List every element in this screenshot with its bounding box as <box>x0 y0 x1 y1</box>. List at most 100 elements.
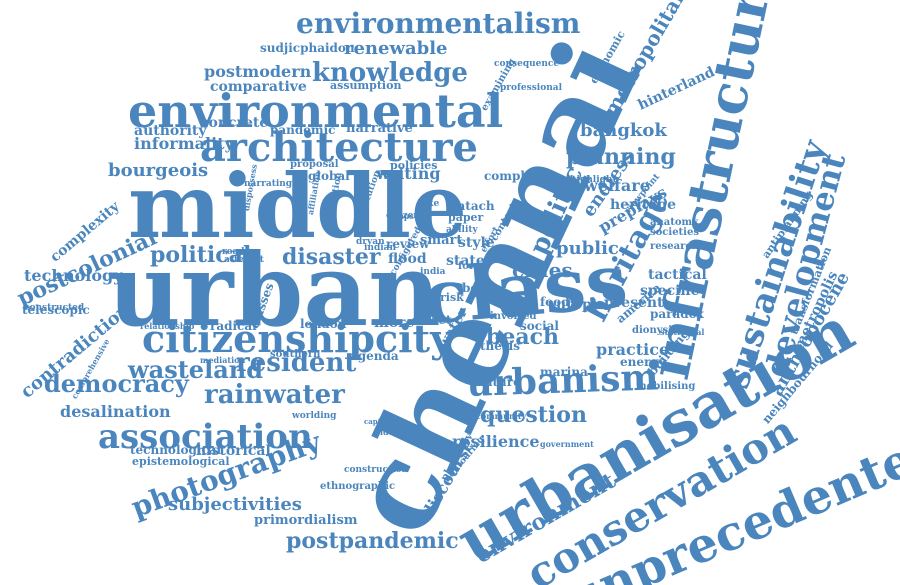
cloud-word-environmental: environmental <box>128 84 504 138</box>
cloud-word-smart: smart <box>420 233 463 248</box>
cloud-word-more: more <box>374 315 415 331</box>
cloud-word-resilience: resilience <box>452 432 540 451</box>
cloud-word-citizenshipcity: citizenshipcity <box>142 316 453 361</box>
cloud-word-architecture: architecture <box>200 124 478 171</box>
cloud-word-heritage: heritage <box>610 197 677 213</box>
cloud-word-urban: urban <box>108 231 441 349</box>
cloud-word-planning: planning <box>566 144 676 170</box>
cloud-word-government: government <box>540 439 594 449</box>
cloud-word-ability: ability <box>446 225 478 235</box>
cloud-word-nature: nature <box>476 375 521 389</box>
cloud-word-utopia: utopia <box>556 297 607 313</box>
cloud-word-comparative: comparative <box>210 79 307 95</box>
cloud-word-agenda: agenda <box>350 349 399 363</box>
cloud-word-indian: indian <box>364 243 397 253</box>
cloud-word-relationship: relationship <box>140 321 195 331</box>
cloud-word-lake: lake <box>418 199 440 209</box>
cloud-word-southern: southern <box>270 349 321 360</box>
cloud-word-statistical: statistical <box>660 327 705 337</box>
cloud-word-renewable: renewable <box>344 38 448 59</box>
cloud-word-subjectivities: subjectivities <box>168 494 302 515</box>
cloud-word-historical: historical <box>196 443 271 459</box>
cloud-word-public: public <box>556 238 619 259</box>
cloud-word-cities: cities <box>512 258 573 282</box>
cloud-word-technology: technology <box>24 266 123 285</box>
cloud-word-knowledge: knowledge <box>312 58 468 88</box>
cloud-word-style: style <box>458 235 495 251</box>
cloud-word-global: global <box>308 169 350 183</box>
cloud-word-intach: intach <box>452 199 495 213</box>
cloud-word-narrating: narrating <box>244 179 293 189</box>
cloud-word-authority: authority <box>134 123 207 139</box>
cloud-word-practice: practice <box>596 340 670 359</box>
cloud-word-telescopic: telescopic <box>22 303 90 317</box>
cloud-word-complex: complex <box>484 169 540 183</box>
cloud-word-risk: risk <box>440 291 464 304</box>
cloud-word-energy: energy <box>620 355 666 369</box>
cloud-word-anatomy: anatomy <box>650 217 698 228</box>
cloud-word-bourgeois: bourgeois <box>108 160 209 181</box>
cloud-word-technological: technological <box>130 443 222 457</box>
cloud-word-mobilising: mobilising <box>636 381 696 392</box>
cloud-word-political: political <box>150 242 252 268</box>
cloud-word-assumption: assumption <box>330 79 402 92</box>
cloud-word-flood: flood <box>388 251 427 267</box>
cloud-word-review: review <box>386 237 430 251</box>
cloud-word-welfare: welfare <box>584 176 650 195</box>
cloud-word-democracy: democracy <box>44 369 189 398</box>
cloud-word-radical: radical <box>210 319 257 333</box>
cloud-word-wasteland: wasteland <box>128 355 263 384</box>
cloud-word-london: london <box>300 317 347 331</box>
cloud-word-postmodern: postmodern <box>204 62 312 81</box>
cloud-word-resident: resident <box>236 348 357 378</box>
cloud-word-question: question <box>480 402 587 428</box>
cloud-word-construction: construction <box>344 465 409 475</box>
cloud-word-informality: informality <box>134 134 234 153</box>
cloud-word-marina: marina <box>540 365 588 379</box>
cloud-word-rainwater: rainwater <box>204 380 345 410</box>
cloud-word-epistemological: epistemological <box>132 455 230 468</box>
cloud-word-pandemic: pandemic <box>270 123 336 137</box>
cloud-word-street: street <box>412 313 452 327</box>
cloud-word-involved: involved <box>490 311 537 322</box>
cloud-word-highlight: highlight <box>570 175 617 185</box>
cloud-word-worlding: worlding <box>292 411 337 421</box>
cloud-word-dionysia: dionysia <box>632 325 679 336</box>
cloud-word-desalination: desalination <box>60 402 171 421</box>
cloud-word-thesis: thesis <box>480 339 520 353</box>
cloud-word-narrative: narrative <box>346 121 413 136</box>
cloud-word-research: research <box>650 241 699 252</box>
cloud-word-reading: reading <box>222 247 261 257</box>
cloud-word-identifies: identifies <box>380 427 422 437</box>
cloud-word-food: food <box>540 295 570 309</box>
cloud-word-tactical: tactical <box>648 267 707 283</box>
cloud-word-form: form <box>458 261 485 272</box>
cloud-word-state: state <box>446 253 485 269</box>
cloud-word-community: community <box>476 411 527 421</box>
cloud-word-paper: paper <box>448 211 484 224</box>
cloud-word-environmentalism: environmentalism <box>296 7 581 40</box>
cloud-word-attempt: attempt <box>224 255 264 265</box>
cloud-word-societies: societies <box>650 227 699 238</box>
cloud-word-book: book <box>462 281 495 295</box>
cloud-word-social: social <box>520 319 559 333</box>
cloud-word-middle: middle <box>128 154 468 258</box>
cloud-word-beach: beach <box>486 324 560 350</box>
cloud-word-capitalist: capitalist <box>364 417 401 426</box>
cloud-word-association: association <box>98 417 313 457</box>
cloud-word-constructed: constructed <box>24 303 85 313</box>
cloud-word-bangkok: bangkok <box>580 120 667 141</box>
cloud-word-sudjicphaidon: sudjicphaidon <box>260 41 355 55</box>
cloud-word-professional: professional <box>500 83 562 93</box>
cloud-word-india: india <box>420 267 446 277</box>
cloud-word-upscale: upscale <box>398 211 433 221</box>
cloud-word-writing: writing <box>376 164 441 183</box>
cloud-word-specific: specific <box>640 283 700 299</box>
cloud-word-concrete: concrete <box>200 115 269 131</box>
cloud-word-paradox: paradox <box>650 307 704 321</box>
cloud-word-policies: policies <box>390 159 438 172</box>
cloud-word-techno: techno <box>424 397 463 408</box>
cloud-word-postpandemic: postpandemic <box>286 528 459 554</box>
cloud-word-proposal: proposal <box>290 159 339 170</box>
